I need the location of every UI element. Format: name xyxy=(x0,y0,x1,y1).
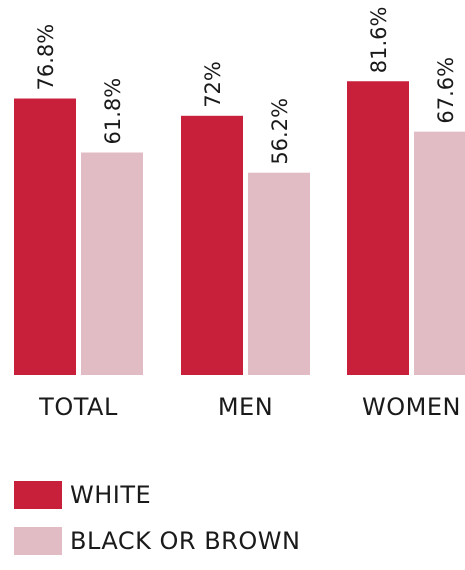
value-label-white-women: 81.6% xyxy=(367,7,391,74)
category-label-total: TOTAL xyxy=(38,393,118,421)
legend: WHITE BLACK OR BROWN xyxy=(14,478,300,570)
value-label-white-men: 72% xyxy=(201,61,225,108)
legend-label-black-or-brown: BLACK OR BROWN xyxy=(70,527,301,555)
legend-label-white: WHITE xyxy=(70,481,152,509)
bar-white-total xyxy=(14,98,76,376)
legend-swatch-black-or-brown xyxy=(14,527,62,555)
value-label-white-total: 76.8% xyxy=(34,24,58,91)
bar-white-women xyxy=(347,81,409,376)
value-label-black-or-brown-women: 67.6% xyxy=(434,57,458,124)
value-label-black-or-brown-total: 61.8% xyxy=(101,78,125,145)
value-label-black-or-brown-men: 56.2% xyxy=(268,98,292,165)
bar-black-or-brown-total xyxy=(81,152,143,375)
legend-swatch-white xyxy=(14,481,62,509)
category-label-men: MEN xyxy=(218,393,273,421)
bar-white-men xyxy=(181,115,243,376)
bar-chart: 76.8% 61.8% TOTAL 72% 56.2% MEN 81.6% 67.6% WOME… xyxy=(14,7,465,421)
bar-black-or-brown-women xyxy=(414,131,465,375)
bar-black-or-brown-men xyxy=(248,172,310,375)
legend-item-black-or-brown: BLACK OR BROWN xyxy=(14,524,300,558)
legend-item-white: WHITE xyxy=(14,478,300,512)
category-label-women: WOMEN xyxy=(362,393,461,421)
